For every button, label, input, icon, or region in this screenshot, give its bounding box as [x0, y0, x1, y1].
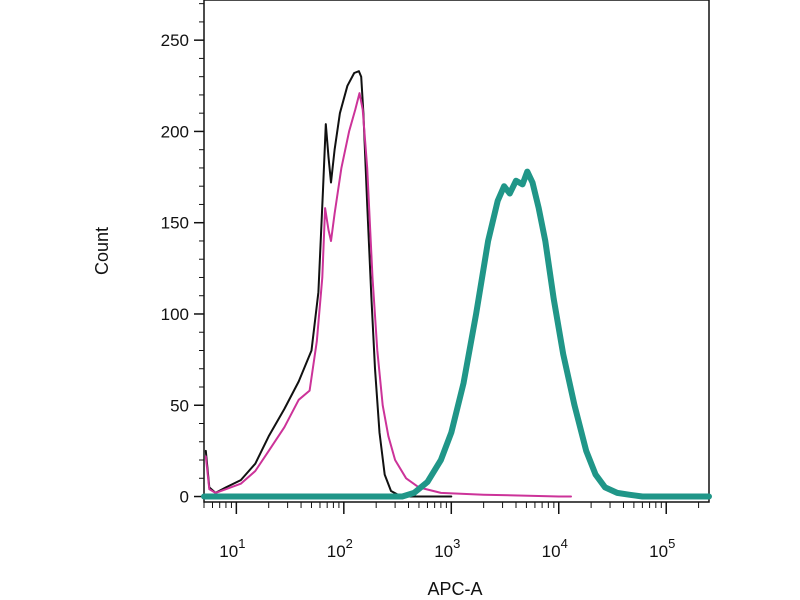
x-tick-label: 102 — [327, 536, 353, 561]
y-tick-label: 0 — [180, 488, 189, 507]
y-axis: 0 50 100 150 200 250 — [161, 31, 204, 507]
x-tick-label: 101 — [219, 536, 245, 561]
x-tick-label: 104 — [542, 536, 568, 561]
y-axis-title: Count — [92, 227, 112, 275]
x-tick-label: 105 — [649, 536, 675, 561]
x-tick-label: 103 — [434, 536, 460, 561]
minor-ticks — [199, 3, 700, 508]
y-tick-label: 50 — [170, 396, 189, 415]
y-tick-label: 250 — [161, 31, 189, 50]
x-axis-title: APC-A — [427, 579, 482, 599]
series-layer — [201, 70, 712, 500]
histogram-series-1 — [204, 70, 453, 498]
histogram-series-2 — [204, 92, 572, 498]
y-tick-label: 100 — [161, 305, 189, 324]
histogram-series-3 — [201, 168, 712, 500]
y-tick-label: 200 — [161, 122, 189, 141]
plot-frame — [203, 0, 710, 503]
y-tick-label: 150 — [161, 214, 189, 233]
x-axis: 101 102 103 104 105 — [219, 502, 675, 561]
